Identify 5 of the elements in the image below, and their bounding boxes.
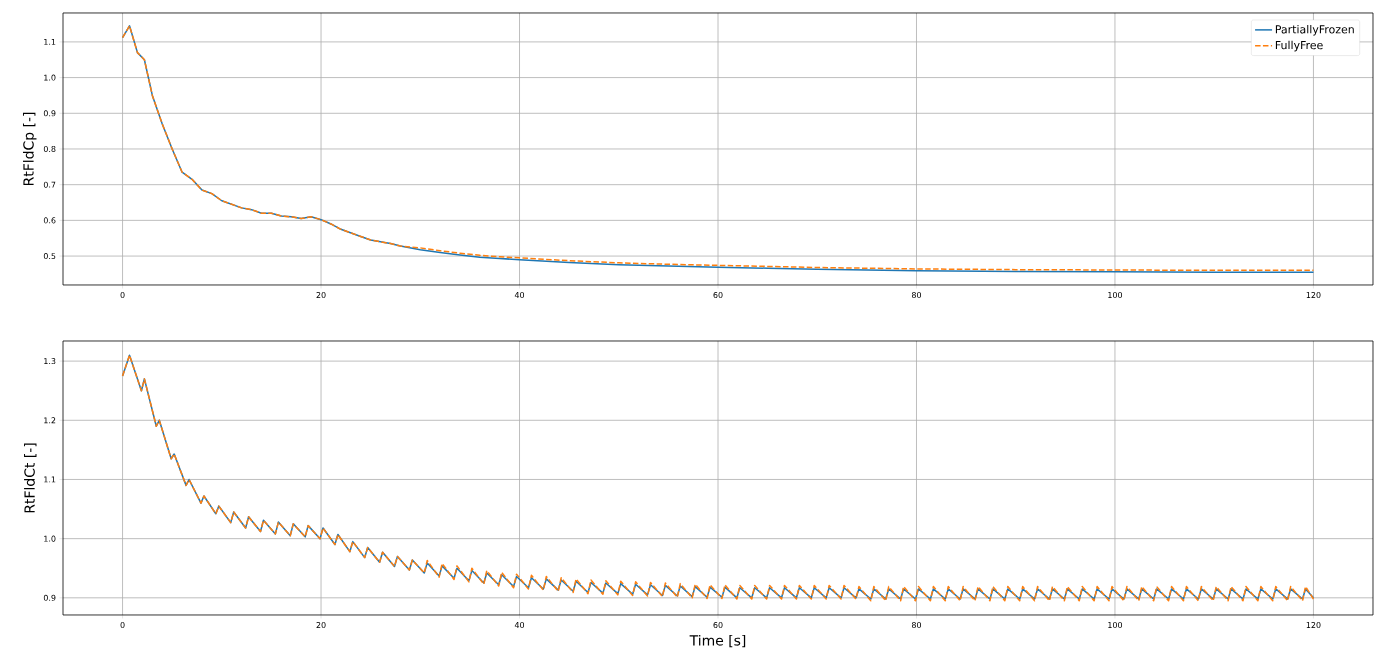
y-axis-title: RtFldCp [-]	[22, 112, 37, 186]
x-axis-title: Time [s]	[689, 634, 746, 648]
legend-label: FullyFree	[1275, 40, 1323, 52]
legend-label: PartiallyFrozen	[1275, 24, 1354, 36]
y-axis-title: RtFldCt [-]	[24, 443, 37, 513]
